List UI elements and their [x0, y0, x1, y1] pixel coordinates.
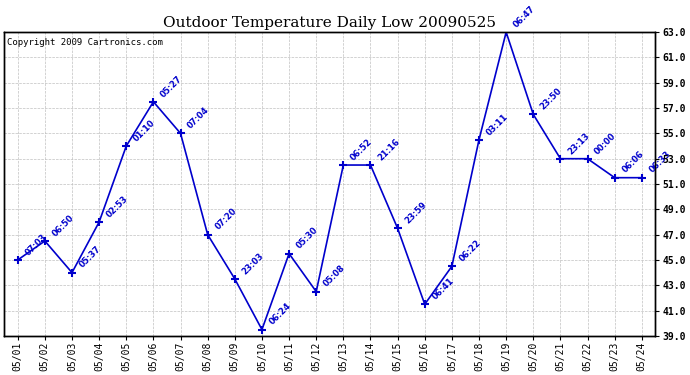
Text: 06:22: 06:22	[457, 238, 483, 264]
Text: 06:47: 06:47	[512, 4, 537, 29]
Text: Copyright 2009 Cartronics.com: Copyright 2009 Cartronics.com	[8, 38, 164, 47]
Text: 23:03: 23:03	[240, 251, 266, 276]
Text: 03:11: 03:11	[484, 112, 510, 137]
Text: 06:52: 06:52	[349, 137, 374, 162]
Text: 06:41: 06:41	[431, 276, 455, 302]
Text: 05:37: 05:37	[77, 245, 103, 270]
Text: 06:33: 06:33	[647, 150, 673, 175]
Text: 23:59: 23:59	[403, 200, 428, 225]
Text: 07:04: 07:04	[186, 105, 211, 130]
Text: 07:03: 07:03	[23, 232, 48, 257]
Text: 01:10: 01:10	[132, 118, 157, 143]
Text: 00:00: 00:00	[593, 131, 618, 156]
Title: Outdoor Temperature Daily Low 20090525: Outdoor Temperature Daily Low 20090525	[164, 16, 496, 30]
Text: 06:50: 06:50	[50, 213, 76, 238]
Text: 06:24: 06:24	[268, 302, 293, 327]
Text: 21:16: 21:16	[376, 137, 402, 162]
Text: 07:20: 07:20	[213, 207, 238, 232]
Text: 23:50: 23:50	[539, 86, 564, 112]
Text: 05:08: 05:08	[322, 264, 347, 289]
Text: 05:30: 05:30	[295, 226, 319, 251]
Text: 02:53: 02:53	[105, 194, 130, 219]
Text: 23:13: 23:13	[566, 131, 591, 156]
Text: 06:06: 06:06	[620, 150, 645, 175]
Text: 05:27: 05:27	[159, 74, 184, 99]
